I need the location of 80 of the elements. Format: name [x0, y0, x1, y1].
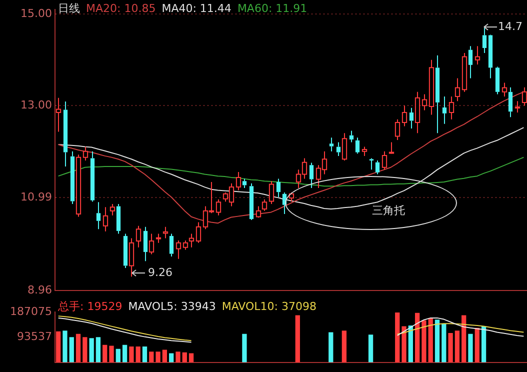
bar [468, 334, 473, 362]
candlestick [435, 54, 440, 134]
bar [481, 326, 486, 362]
bar [242, 334, 247, 362]
candlestick [442, 96, 447, 124]
candlestick [355, 137, 360, 154]
text: MA20: 10.85 [86, 2, 156, 15]
bar [102, 344, 108, 362]
candlestick [375, 160, 380, 175]
candlestick [409, 107, 414, 130]
annotation: 14.7 [498, 20, 522, 33]
bar [56, 331, 61, 362]
bar [136, 346, 140, 362]
candlestick [508, 86, 513, 118]
candlestick [276, 178, 281, 198]
text: MA40: 11.44 [162, 2, 232, 15]
bar [76, 334, 81, 362]
bar [96, 337, 101, 362]
bar [156, 352, 160, 362]
candlestick [468, 46, 473, 79]
bar [169, 353, 174, 362]
bar [442, 324, 446, 362]
candlestick [96, 202, 101, 230]
bar [448, 333, 453, 362]
candlestick [169, 233, 174, 258]
y-tick-label: 187075 [10, 304, 52, 318]
candlestick [90, 150, 95, 202]
bar [149, 352, 154, 362]
candlestick [309, 162, 314, 188]
candlestick [249, 182, 254, 220]
annotation: 三角托 [372, 203, 405, 218]
candlestick [70, 150, 75, 204]
candlestick [369, 158, 374, 170]
y-tick-label: 8.96 [28, 283, 52, 296]
series-label: MAVOL5: 33943 [128, 300, 216, 313]
bar [176, 352, 180, 362]
candlestick [336, 142, 341, 156]
bar [69, 337, 74, 362]
bar [62, 330, 68, 362]
bar [428, 318, 433, 362]
bar [89, 338, 94, 362]
candlestick [482, 27, 487, 54]
bar [328, 332, 334, 362]
bar [422, 320, 426, 362]
bar [454, 330, 460, 362]
bar [122, 344, 128, 362]
y-tick-label: 93537 [17, 330, 52, 344]
bar [414, 312, 420, 362]
candlestick [242, 178, 247, 188]
bar [408, 325, 413, 362]
bar [182, 352, 187, 362]
bar [462, 315, 466, 362]
y-tick-label: 10.99 [20, 190, 52, 204]
bar [342, 330, 347, 362]
bar [129, 346, 134, 362]
candlestick [143, 226, 148, 262]
bar [82, 337, 88, 362]
chart-title: 日线 [58, 2, 80, 15]
bar [162, 350, 168, 362]
candlestick [116, 203, 121, 234]
candlestick [63, 101, 68, 167]
y-tick-label: 15.00 [20, 7, 52, 20]
text: MA60: 11.91 [237, 2, 308, 15]
series-label: 总手: 19529 [58, 300, 122, 313]
candlestick [123, 233, 128, 268]
bar [368, 334, 374, 362]
bar [474, 328, 480, 362]
bar [395, 312, 400, 362]
bar [434, 320, 440, 362]
bar [116, 348, 120, 362]
bar [109, 346, 114, 362]
candlestick [349, 130, 354, 143]
y-tick-label: 13.00 [20, 98, 52, 112]
candlestick [329, 137, 334, 152]
annotation: 9.26 [148, 266, 172, 279]
text: MAVOL10: 37098 [222, 300, 316, 313]
bar [142, 346, 148, 362]
bar [188, 353, 194, 362]
bar [402, 326, 406, 362]
bar [295, 315, 300, 362]
